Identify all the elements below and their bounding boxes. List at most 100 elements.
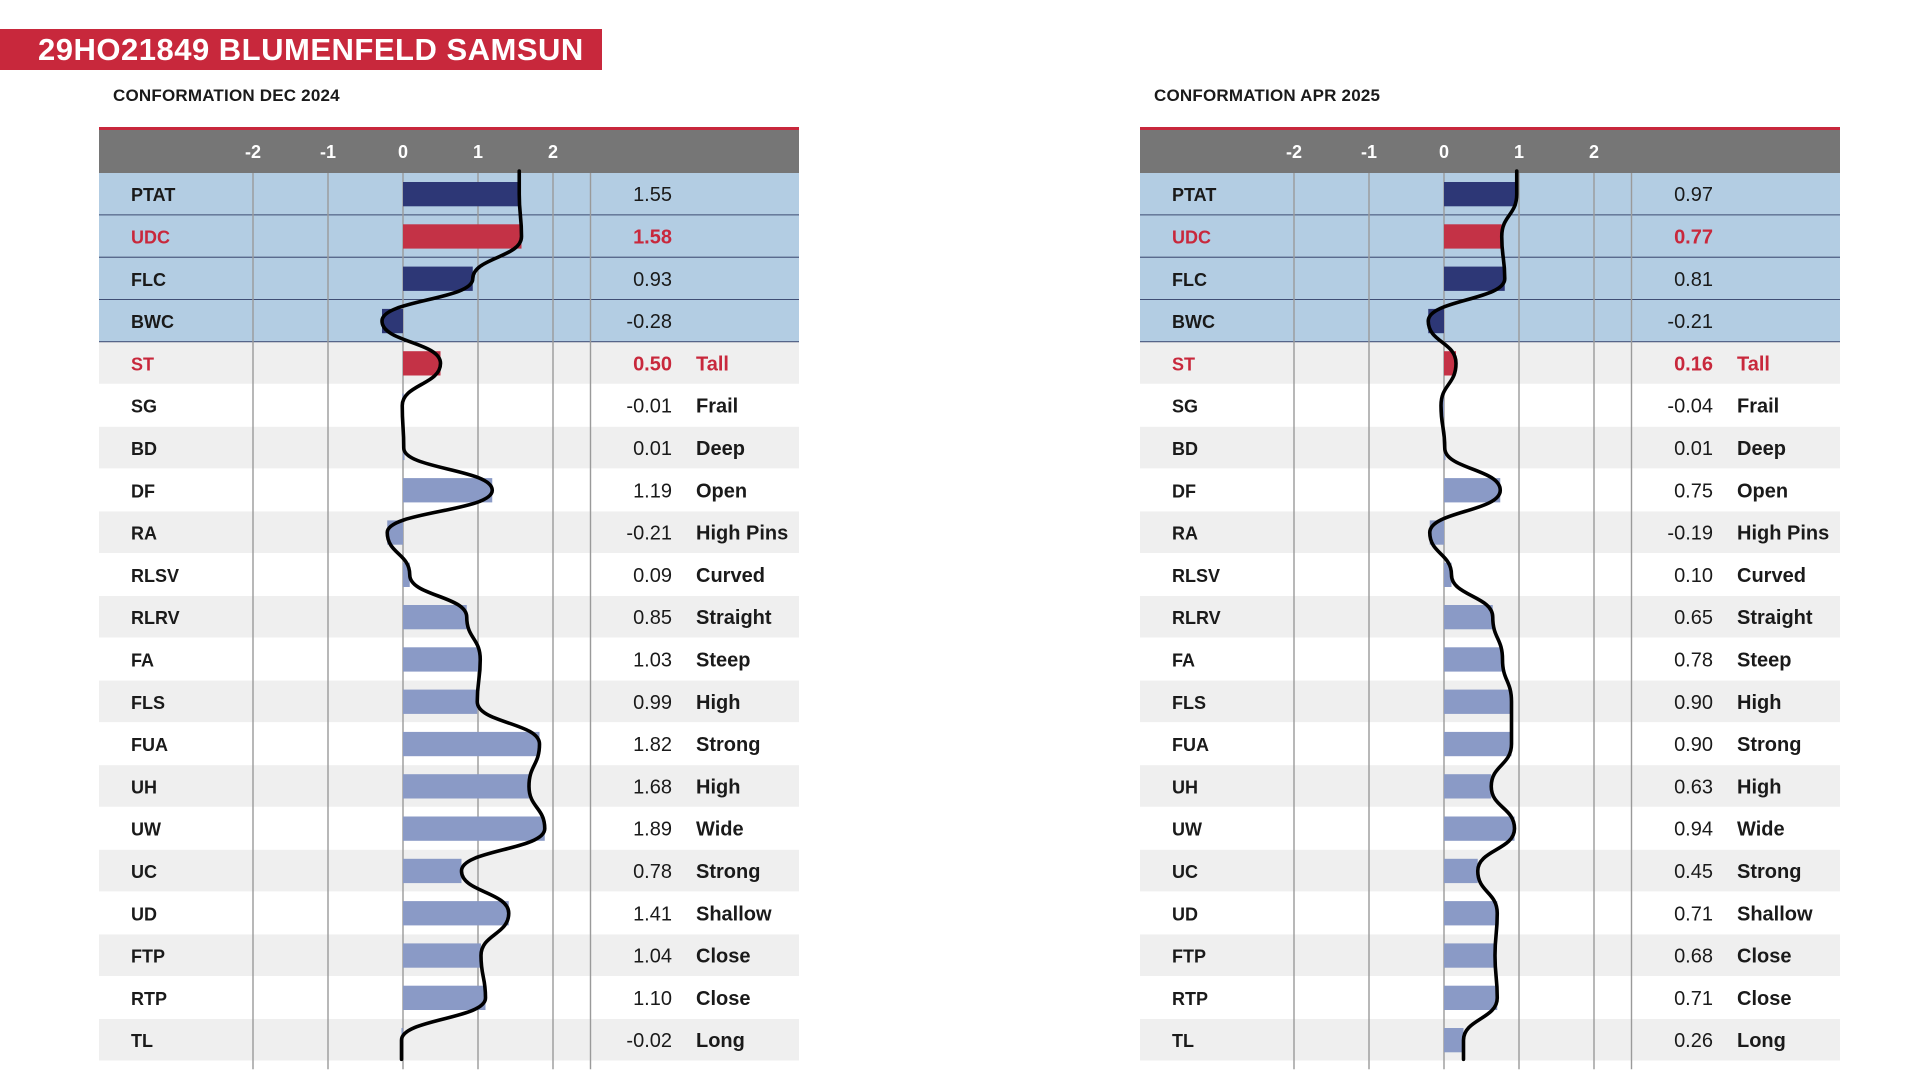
value-label: 0.81 [1674,269,1713,291]
trait-label: FLS [131,693,165,713]
descriptor-label: Strong [696,861,760,883]
row-background [1140,384,1840,427]
value-label: 0.78 [633,861,672,883]
bar-ftp [403,943,481,968]
trait-label: UW [131,820,161,840]
conformation-chart-apr-2025: -2 -1 0 1 2 PTAT 0.97 UDC 0.77 FLC 0.81 BWC -0.21 ST 0… [1140,127,1840,1070]
conformation-chart-dec-2024: -2 -1 0 1 2 PTAT 1.55 UDC 1.58 FLC 0.93 BWC -0.28 ST 0… [99,127,799,1070]
descriptor-label: Strong [1737,734,1801,756]
descriptor-label: High [696,776,740,798]
bar-ud [403,901,509,926]
value-label: 1.04 [633,946,672,968]
descriptor-label: Straight [1737,607,1813,629]
bar-rlsv [1444,562,1452,587]
trait-label: SG [1172,397,1198,417]
descriptor-label: Straight [696,607,772,629]
trait-label: RLSV [1172,566,1220,586]
bar-df [1444,478,1501,503]
bar-ud [1444,901,1498,926]
descriptor-label: Close [1737,946,1791,968]
descriptor-label: Shallow [1737,903,1813,925]
trait-label: FLC [131,270,166,290]
trait-label: FUA [131,735,168,755]
bar-st [403,351,441,376]
trait-label: UDC [1172,227,1211,247]
descriptor-label: Close [696,988,750,1010]
trait-label: BWC [1172,312,1215,332]
value-label: 0.90 [1674,734,1713,756]
chart-title: CONFORMATION APR 2025 [1154,86,1381,105]
descriptor-label: High Pins [1737,523,1829,545]
trait-label: UD [131,904,157,924]
bar-flc [403,266,473,291]
value-label: 1.19 [633,480,672,502]
trait-label: BD [131,439,157,459]
value-label: 1.55 [633,184,672,206]
trait-label: UD [1172,904,1198,924]
value-label: 0.63 [1674,776,1713,798]
axis-header-bar [99,130,799,173]
x-tick-label: 2 [548,142,558,162]
trait-label: RA [1172,524,1198,544]
bar-uw [403,816,545,841]
value-label: 0.50 [633,353,672,375]
bar-tl [1444,1028,1464,1053]
trait-label: FA [1172,650,1195,670]
trait-label: DF [1172,481,1196,501]
descriptor-label: Curved [696,565,765,587]
value-label: 0.26 [1674,1030,1713,1052]
axis-header-bar [1140,130,1840,173]
descriptor-label: Frail [696,396,738,418]
bar-rlrv [1444,605,1493,630]
profile-curve [1426,169,1519,1062]
value-label: -0.28 [626,311,672,333]
trait-label: DF [131,481,155,501]
trait-label: ST [131,354,154,374]
bar-rtp [403,985,486,1010]
descriptor-label: Steep [1737,649,1791,671]
header-red-rule [99,127,799,130]
descriptor-label: Wide [696,819,744,841]
trait-label: RLRV [131,608,180,628]
descriptor-label: High [1737,692,1781,714]
value-label: 0.71 [1674,988,1713,1010]
bar-df [403,478,493,503]
value-label: 0.75 [1674,480,1713,502]
value-label: 0.01 [1674,438,1713,460]
value-label: 0.68 [1674,946,1713,968]
value-label: 0.71 [1674,903,1713,925]
value-label: 0.99 [633,692,672,714]
bar-rlrv [403,605,467,630]
value-label: 1.82 [633,734,672,756]
descriptor-label: High [696,692,740,714]
bar-st [1444,351,1456,376]
value-label: 0.01 [633,438,672,460]
descriptor-label: Close [1737,988,1791,1010]
chart-panel-apr-2025: CONFORMATION APR 2025 -2 -1 0 1 2 PTAT 0.97 UDC… [1140,0,1840,1080]
trait-label: UC [131,862,157,882]
bar-rtp [1444,985,1498,1010]
row-background [99,511,799,554]
row-background [1140,849,1840,893]
trait-label: UH [1172,777,1198,797]
row-background [99,1019,799,1062]
trait-label: FA [131,650,154,670]
bar-ftp [1444,943,1495,968]
value-label: 1.41 [633,903,672,925]
descriptor-label: High [1737,776,1781,798]
value-label: 0.65 [1674,607,1713,629]
value-label: 0.93 [633,269,672,291]
descriptor-label: Strong [1737,861,1801,883]
value-label: 0.94 [1674,819,1713,841]
chart-title: CONFORMATION DEC 2024 [113,86,340,105]
descriptor-label: Strong [696,734,760,756]
page-title-banner: 29HO21849 BLUMENFELD SAMSUN [0,29,602,70]
trait-label: BWC [131,312,174,332]
bar-uc [403,858,462,884]
value-label: -0.21 [1667,311,1713,333]
trait-label: UDC [131,227,170,247]
bar-fua [1444,731,1512,757]
value-label: 1.68 [633,776,672,798]
value-label: 0.85 [633,607,672,629]
bar-fls [1444,689,1512,714]
